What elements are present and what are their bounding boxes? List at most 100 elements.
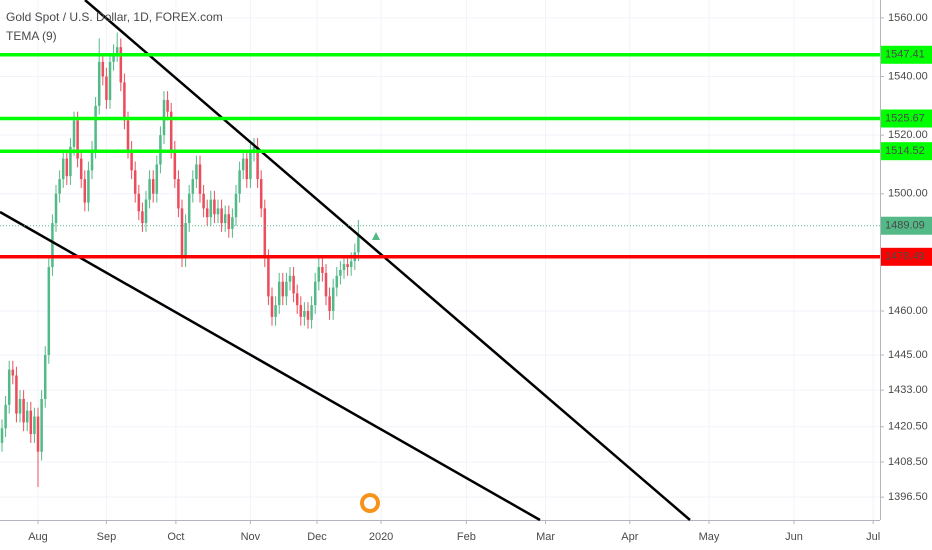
y-tick-label: 1560.00 [888, 12, 928, 24]
arrow-marker [372, 232, 380, 240]
candle-body [108, 61, 112, 100]
candle-body [148, 179, 151, 200]
candle-body [292, 275, 295, 294]
candle-body [15, 375, 18, 414]
y-tick-label: 1540.00 [888, 70, 928, 82]
candle-body [166, 99, 169, 112]
candle-body [97, 61, 101, 106]
candle-body [281, 281, 285, 297]
y-tick-label: 1396.50 [888, 491, 928, 503]
candle-body [144, 199, 148, 224]
x-tick-label: Jun [785, 531, 803, 543]
candle-body [249, 152, 252, 180]
candle-body [141, 211, 144, 224]
candle-body [151, 179, 155, 194]
candle-body [29, 410, 33, 435]
candle-body [119, 47, 123, 83]
candle-body [40, 398, 43, 452]
candle-body [303, 311, 306, 317]
candle-body [123, 82, 126, 121]
candle-body [259, 179, 263, 209]
candle-body [267, 258, 270, 297]
candle-body [324, 272, 328, 297]
candle-body [256, 146, 259, 180]
candle-body [0, 428, 4, 443]
candle-body [223, 214, 227, 224]
level-label-box [881, 109, 932, 128]
level-label: 1525.67 [885, 112, 925, 124]
trend-line [0, 210, 541, 522]
x-tick-label: Oct [167, 531, 184, 543]
x-tick-label: May [699, 531, 720, 543]
candle-body [94, 105, 97, 150]
y-tick-label: 1433.00 [888, 384, 928, 396]
level-label: 1547.41 [885, 49, 925, 61]
y-tick-label: 1460.00 [888, 305, 928, 317]
candle-body [195, 164, 198, 180]
level-label: 1478.49 [885, 251, 925, 263]
candle-body [227, 214, 231, 229]
x-tick-label: Nov [241, 531, 261, 543]
y-tick-label: 1408.50 [888, 456, 928, 468]
candle-body [184, 223, 187, 259]
candle-body [310, 305, 313, 320]
candle-body [47, 267, 51, 355]
candle-body [177, 179, 180, 209]
candle-body [328, 296, 331, 312]
candle-body [346, 264, 349, 268]
candle-body [7, 369, 11, 405]
candle-body [126, 120, 130, 150]
candle-body [241, 158, 245, 171]
candle-body [216, 208, 220, 215]
candle-body [209, 199, 213, 218]
candle-body [61, 158, 65, 180]
level-label-box [881, 142, 932, 161]
candle-body [238, 170, 241, 194]
candle-body [187, 193, 191, 224]
candle-body [213, 199, 216, 215]
candle-body [87, 170, 90, 203]
y-tick-label: 1445.00 [888, 349, 928, 361]
candle-body [263, 208, 267, 259]
x-tick-label: Feb [457, 531, 476, 543]
chart-title: Gold Spot / U.S. Dollar, 1D, FOREX.com [6, 10, 223, 24]
candle-body [173, 149, 177, 180]
candle-body [342, 264, 346, 270]
x-tick-label: Apr [621, 531, 638, 543]
x-tick-label: Dec [307, 531, 327, 543]
candle-body [220, 208, 223, 224]
candle-body [4, 404, 7, 429]
candle-body [11, 369, 15, 376]
x-tick-label: Mar [536, 531, 555, 543]
candle-body [169, 111, 173, 150]
level-label: 1489.09 [885, 220, 925, 232]
levels [0, 53, 880, 259]
candle-body [130, 149, 133, 171]
candle-body [202, 193, 205, 209]
x-tick-label: Sep [97, 531, 117, 543]
candle-body [79, 158, 83, 180]
candle-body [72, 120, 76, 147]
candle-body [339, 269, 342, 276]
candle-body [285, 281, 288, 297]
y-tick-label: 1520.00 [888, 129, 928, 141]
candle-body [306, 311, 310, 320]
candle-body [205, 208, 209, 218]
level-label: 1514.52 [885, 145, 925, 157]
candle-body [295, 293, 299, 306]
candle-body [83, 179, 87, 203]
candle-body [270, 296, 274, 317]
candle-body [105, 76, 108, 100]
candle-body [54, 193, 58, 224]
y-tick-label: 1420.50 [888, 421, 928, 433]
candle-body [65, 158, 69, 177]
y-tick-label: 1500.00 [888, 188, 928, 200]
candle-body [335, 275, 339, 288]
candle-body [180, 208, 184, 259]
candle-body [25, 410, 29, 423]
candle-body [191, 179, 195, 194]
candle-body [133, 170, 137, 194]
x-tick-label: Aug [28, 531, 48, 543]
candle-body [155, 164, 159, 194]
